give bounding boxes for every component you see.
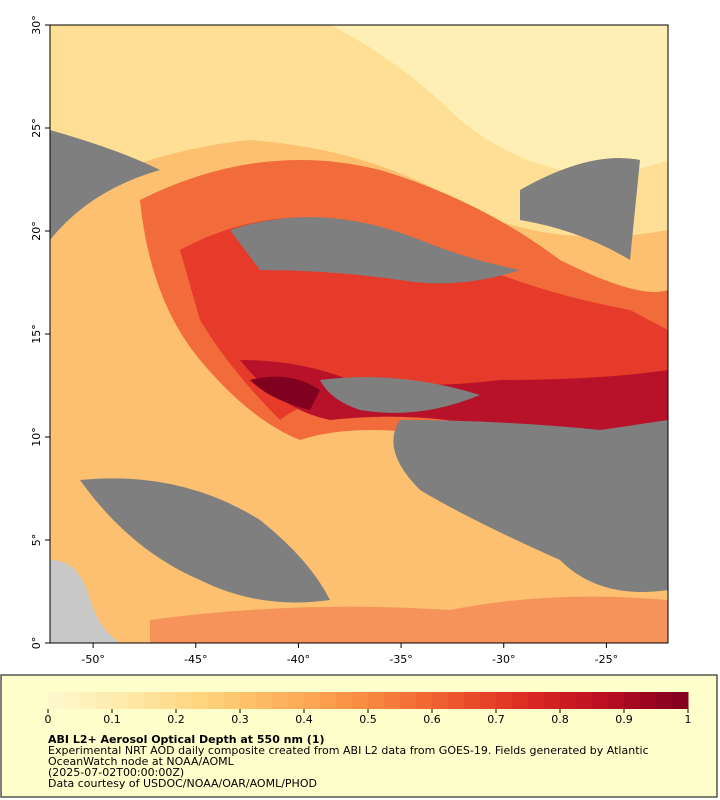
- colorbar-tick-label: 0.6: [423, 713, 441, 726]
- x-tick-label: -45°: [184, 653, 207, 666]
- y-tick-label: 30°: [30, 15, 43, 35]
- colorbar-swatch: [128, 692, 145, 709]
- colorbar-swatch: [464, 692, 481, 709]
- colorbar-tick-label: 0.8: [551, 713, 569, 726]
- legend-line: OceanWatch node at NOAA/AOML: [48, 755, 235, 768]
- colorbar-swatch: [176, 692, 193, 709]
- colorbar-swatch: [608, 692, 625, 709]
- colorbar-swatch: [112, 692, 129, 709]
- colorbar-swatch: [416, 692, 433, 709]
- y-tick-label: 15°: [30, 324, 43, 344]
- colorbar-swatch: [160, 692, 177, 709]
- colorbar-swatch: [208, 692, 225, 709]
- x-tick-label: -35°: [389, 653, 412, 666]
- colorbar-tick-label: 0.5: [359, 713, 377, 726]
- colorbar-swatch: [576, 692, 593, 709]
- colorbar-tick-label: 0.4: [295, 713, 313, 726]
- colorbar-swatch: [272, 692, 289, 709]
- map-image: [50, 25, 668, 643]
- x-tick-label: -50°: [81, 653, 104, 666]
- colorbar-swatch: [640, 692, 657, 709]
- x-tick-label: -30°: [492, 653, 515, 666]
- colorbar-tick-label: 0: [45, 713, 52, 726]
- colorbar-swatch: [432, 692, 449, 709]
- y-tick-label: 10°: [30, 427, 43, 447]
- y-tick-label: 20°: [30, 221, 43, 241]
- colorbar-swatch: [256, 692, 273, 709]
- y-tick-label: 0°: [30, 637, 43, 650]
- colorbar-swatch: [48, 692, 65, 709]
- colorbar-swatch: [528, 692, 545, 709]
- colorbar-tick-label: 1: [685, 713, 692, 726]
- y-tick-label: 25°: [30, 118, 43, 138]
- colorbar-swatch: [448, 692, 465, 709]
- colorbar-swatch: [96, 692, 113, 709]
- colorbar-swatch: [336, 692, 353, 709]
- colorbar-swatch: [672, 692, 689, 709]
- colorbar-swatch: [560, 692, 577, 709]
- colorbar-swatch: [624, 692, 641, 709]
- colorbar-swatch: [80, 692, 97, 709]
- colorbar-swatch: [304, 692, 321, 709]
- colorbar-swatch: [480, 692, 497, 709]
- legend-title: ABI L2+ Aerosol Optical Depth at 550 nm …: [48, 733, 325, 746]
- colorbar-swatch: [352, 692, 369, 709]
- x-tick-label: -40°: [287, 653, 310, 666]
- colorbar-tick-label: 0.3: [231, 713, 249, 726]
- colorbar-swatch: [144, 692, 161, 709]
- legend-line: Experimental NRT AOD daily composite cre…: [48, 744, 649, 757]
- colorbar-swatch: [544, 692, 561, 709]
- colorbar-swatch: [240, 692, 257, 709]
- colorbar-swatch: [400, 692, 417, 709]
- colorbar-tick-label: 0.1: [103, 713, 121, 726]
- colorbar-swatch: [224, 692, 241, 709]
- colorbar-tick-label: 0.7: [487, 713, 505, 726]
- x-tick-label: -25°: [595, 653, 618, 666]
- colorbar-tick-label: 0.2: [167, 713, 185, 726]
- colorbar-swatch: [512, 692, 529, 709]
- colorbar-swatch: [656, 692, 673, 709]
- colorbar-swatch: [192, 692, 209, 709]
- colorbar-swatch: [64, 692, 81, 709]
- colorbar-swatch: [592, 692, 609, 709]
- y-tick-label: 5°: [30, 534, 43, 547]
- legend-line: Data courtesy of USDOC/NOAA/OAR/AOML/PHO…: [48, 777, 317, 790]
- colorbar-swatch: [384, 692, 401, 709]
- colorbar-swatch: [368, 692, 385, 709]
- colorbar-swatch: [496, 692, 513, 709]
- colorbar-tick-label: 0.9: [615, 713, 633, 726]
- colorbar-swatch: [320, 692, 337, 709]
- legend-line: (2025-07-02T00:00:00Z): [48, 766, 184, 779]
- colorbar-swatch: [288, 692, 305, 709]
